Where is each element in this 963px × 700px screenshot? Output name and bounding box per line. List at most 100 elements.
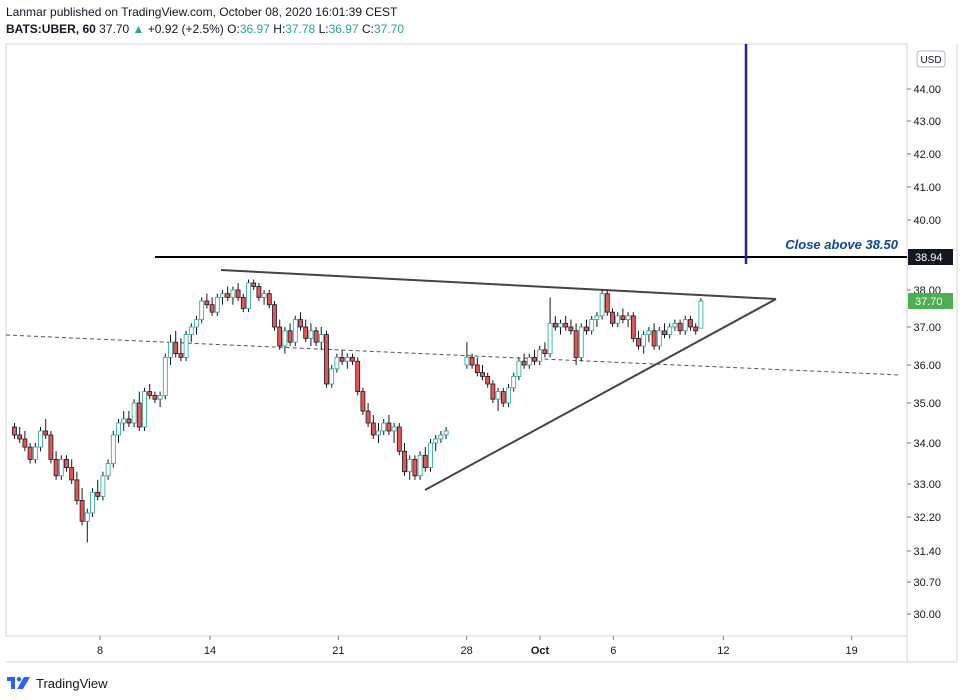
candle — [27, 443, 33, 464]
candle — [79, 488, 85, 526]
candle — [38, 427, 43, 452]
candle-body — [386, 422, 392, 432]
candle — [303, 319, 309, 343]
candle-body — [168, 341, 173, 358]
symbol-info-line: BATS:UBER, 60 37.70 ▲ +0.92 (+2.5%) O:36… — [6, 22, 404, 36]
candle — [235, 282, 241, 301]
candle-body — [412, 458, 418, 477]
low-label: L: — [318, 22, 329, 36]
candle-body — [521, 360, 527, 366]
candle — [220, 290, 225, 305]
time-axis[interactable]: 8 14 21 28 Oct 6 12 19 — [97, 636, 858, 657]
candle-body — [240, 296, 246, 309]
candle-body — [542, 349, 548, 354]
candle-body — [43, 430, 49, 436]
high-value: 37.78 — [285, 22, 316, 36]
candle-body — [526, 356, 532, 366]
candle-body — [188, 326, 194, 335]
candle-body — [308, 330, 314, 339]
candle-body — [79, 500, 85, 522]
candle — [407, 455, 413, 480]
candle — [480, 365, 485, 381]
y-tick-label: 42.00 — [913, 149, 941, 161]
candle — [521, 353, 527, 369]
y-tick-label: 40.00 — [913, 215, 941, 227]
candle — [53, 451, 59, 480]
candle-body — [563, 322, 569, 328]
candle-body — [344, 356, 350, 362]
candle-body — [552, 322, 558, 328]
candle — [298, 312, 303, 331]
candle-body — [485, 375, 491, 385]
candle — [620, 308, 626, 324]
price-chart[interactable]: USD44.0043.0042.0041.0040.0038.0037.0036… — [0, 0, 963, 670]
candle-body — [495, 391, 501, 400]
candle-body — [126, 418, 132, 424]
candle — [100, 471, 106, 501]
candle — [58, 455, 64, 480]
candle — [272, 301, 277, 331]
candle — [682, 315, 688, 335]
candle — [677, 319, 683, 335]
candle — [630, 312, 636, 343]
candle-body — [116, 422, 121, 436]
symbol-name[interactable]: BATS:UBER, 60 — [6, 22, 96, 36]
candle — [433, 435, 439, 452]
candle-body — [214, 296, 220, 313]
candle — [532, 349, 537, 365]
candle — [308, 323, 314, 346]
chart-frame — [5, 43, 958, 663]
candle — [698, 298, 704, 329]
candle-body — [225, 293, 231, 298]
candle-body — [636, 337, 641, 347]
x-tick-label: 19 — [846, 645, 858, 657]
candle-body — [407, 458, 413, 473]
candle — [178, 338, 184, 362]
y-tick-label: 33.00 — [913, 479, 941, 491]
candle — [261, 290, 267, 305]
candle — [277, 319, 283, 350]
currency-badge-text: USD — [920, 55, 941, 66]
candle-body — [48, 434, 54, 460]
candle — [547, 297, 553, 358]
candle — [313, 327, 319, 346]
candle — [573, 323, 579, 365]
candle — [329, 365, 335, 388]
candle-body — [95, 491, 101, 497]
candle — [412, 455, 418, 480]
candle — [594, 312, 600, 327]
candle — [17, 427, 23, 443]
footer-brand[interactable]: TradingView — [36, 675, 108, 691]
candle-body — [38, 430, 43, 448]
candle — [266, 290, 272, 309]
candle-body — [532, 356, 537, 362]
candle — [204, 293, 210, 309]
candle-body — [324, 334, 329, 385]
candle — [610, 308, 615, 327]
candle — [69, 459, 75, 484]
candle — [584, 319, 589, 335]
candle-body — [131, 402, 137, 424]
candle-body — [32, 446, 38, 460]
price-badge-text: 38.94 — [915, 252, 943, 264]
candle-body — [651, 330, 657, 347]
price-axis[interactable]: USD44.0043.0042.0041.0040.0038.0037.0036… — [907, 50, 946, 621]
candle — [324, 330, 329, 388]
candle — [469, 353, 475, 369]
candle — [162, 353, 168, 400]
y-tick-label: 44.00 — [913, 84, 941, 96]
candle — [646, 327, 652, 343]
candle-body — [568, 326, 574, 332]
y-tick-label: 37.00 — [913, 322, 941, 334]
candle-body — [693, 326, 699, 332]
tradingview-logo-icon — [7, 677, 30, 689]
candle-body — [303, 326, 309, 339]
candle-body — [178, 353, 184, 358]
x-tick-label: 8 — [97, 645, 103, 657]
candle — [589, 315, 595, 335]
candle — [381, 419, 387, 435]
candle — [22, 431, 28, 452]
candle-body — [313, 330, 319, 343]
candle — [194, 315, 199, 335]
candle — [386, 415, 392, 435]
